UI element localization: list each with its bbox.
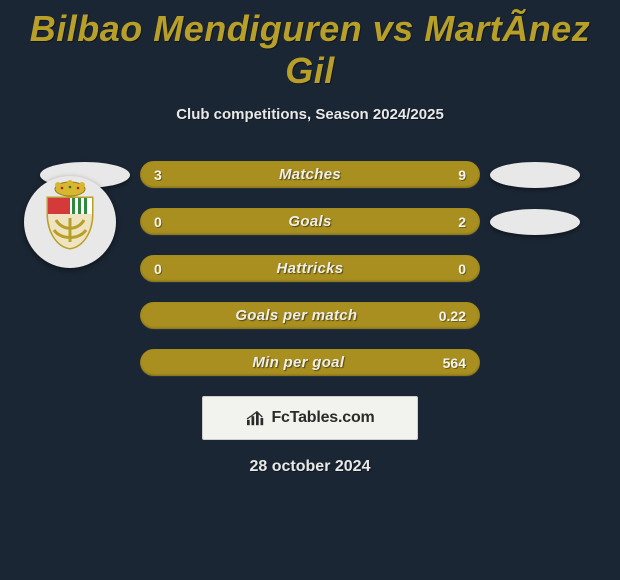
fctables-card[interactable]: FcTables.com bbox=[202, 396, 418, 440]
stat-right-value: 2 bbox=[458, 214, 466, 230]
stat-left-value: 0 bbox=[154, 214, 162, 230]
stat-right-value: 0 bbox=[458, 261, 466, 277]
stat-row: Goals per match 0.22 bbox=[0, 302, 620, 329]
stat-bar: Min per goal 564 bbox=[140, 349, 480, 376]
stat-label: Matches bbox=[279, 166, 341, 183]
stat-bar: 0 Hattricks 0 bbox=[140, 255, 480, 282]
stat-label: Hattricks bbox=[277, 260, 344, 277]
page-title: Bilbao Mendiguren vs MartÃnez Gil bbox=[0, 0, 620, 92]
stat-right-value: 9 bbox=[458, 167, 466, 183]
bar-chart-icon bbox=[245, 409, 267, 427]
right-badge-slot bbox=[490, 209, 580, 235]
date-label: 28 october 2024 bbox=[0, 458, 620, 476]
stat-row: Min per goal 564 bbox=[0, 349, 620, 376]
club-crest-icon bbox=[34, 178, 106, 260]
stat-label: Goals per match bbox=[235, 307, 357, 324]
stat-bar: 3 Matches 9 bbox=[140, 161, 480, 188]
stat-label: Min per goal bbox=[252, 354, 344, 371]
stat-right-value: 0.22 bbox=[439, 308, 466, 324]
stat-label: Goals bbox=[288, 213, 331, 230]
stat-right-value: 564 bbox=[443, 355, 466, 371]
stat-left-value: 3 bbox=[154, 167, 162, 183]
right-badge-slot bbox=[490, 162, 580, 188]
subtitle: Club competitions, Season 2024/2025 bbox=[0, 106, 620, 123]
team-badge-oval bbox=[490, 209, 580, 235]
team-badge-oval bbox=[490, 162, 580, 188]
stat-left-value: 0 bbox=[154, 261, 162, 277]
stat-bar: 0 Goals 2 bbox=[140, 208, 480, 235]
left-club-crest bbox=[24, 176, 116, 268]
stat-bar: Goals per match 0.22 bbox=[140, 302, 480, 329]
fctables-text: FcTables.com bbox=[271, 409, 374, 427]
